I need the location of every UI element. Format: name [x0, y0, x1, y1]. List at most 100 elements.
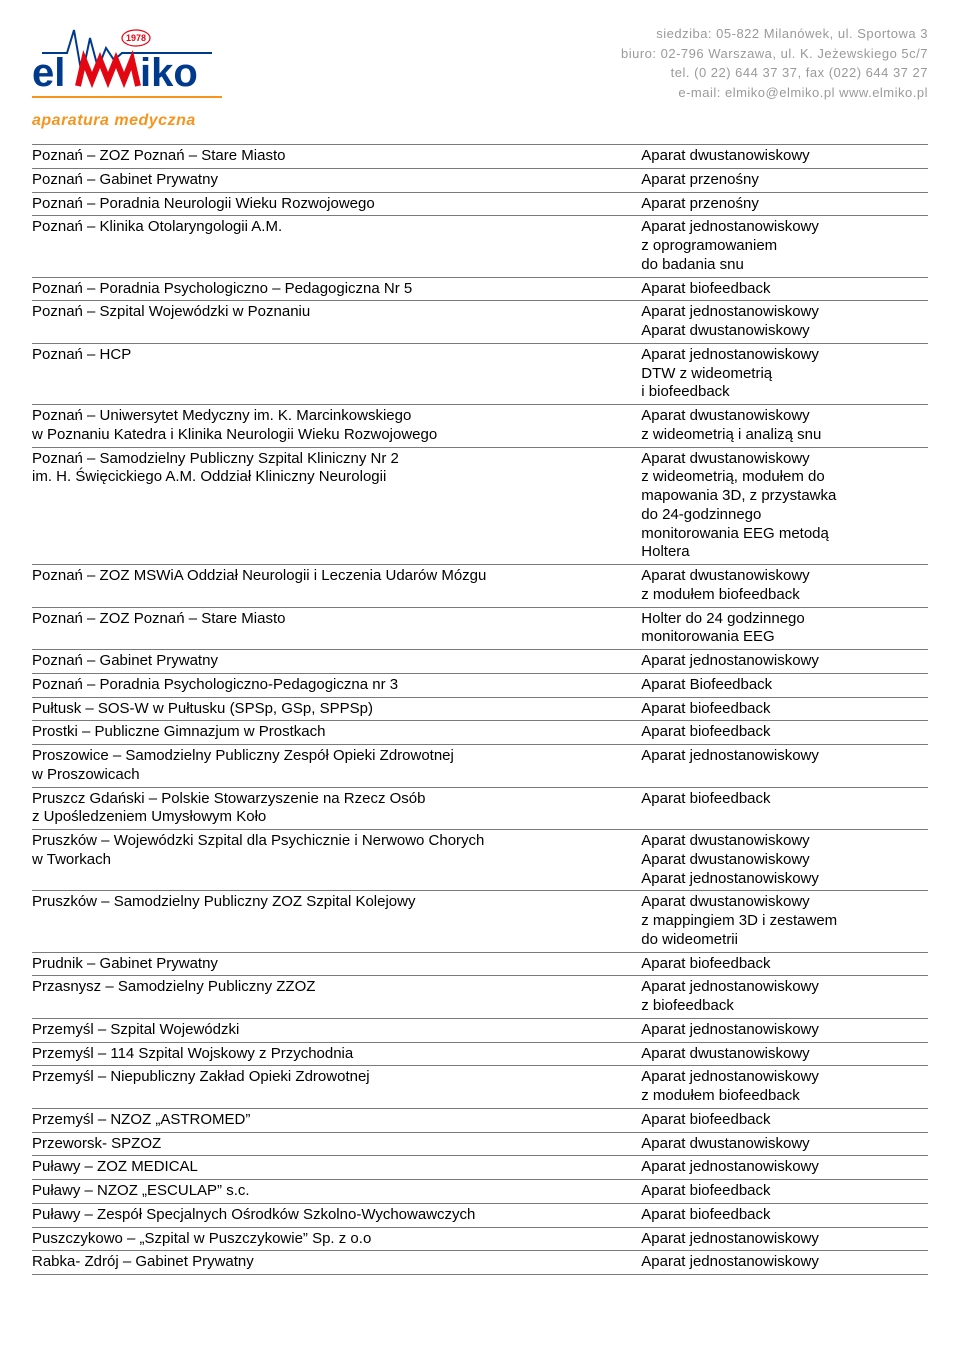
facility-cell: Puławy – Zespół Specjalnych Ośrodków Szk…: [32, 1203, 641, 1227]
table-row: Pruszków – Samodzielny Publiczny ZOZ Szp…: [32, 891, 928, 952]
equipment-cell: Holter do 24 godzinnego monitorowania EE…: [641, 607, 928, 650]
table-row: Puławy – NZOZ „ESCULAP” s.c.Aparat biofe…: [32, 1180, 928, 1204]
table-row: Poznań – ZOZ MSWiA Oddział Neurologii i …: [32, 565, 928, 608]
facility-cell: Rabka- Zdrój – Gabinet Prywatny: [32, 1251, 641, 1275]
address-line: biuro: 02-796 Warszawa, ul. K. Jeżewskie…: [621, 44, 928, 64]
table-row: Proszowice – Samodzielny Publiczny Zespó…: [32, 745, 928, 788]
table-row: Poznań – Poradnia Psychologiczno-Pedagog…: [32, 673, 928, 697]
address-line: tel. (0 22) 644 37 37, fax (022) 644 37 …: [621, 63, 928, 83]
equipment-cell: Aparat biofeedback: [641, 1203, 928, 1227]
facility-cell: Puławy – NZOZ „ESCULAP” s.c.: [32, 1180, 641, 1204]
equipment-cell: Aparat dwustanowiskowy z wideometrią i a…: [641, 405, 928, 448]
facility-cell: Przemyśl – NZOZ „ASTROMED”: [32, 1108, 641, 1132]
equipment-cell: Aparat przenośny: [641, 192, 928, 216]
facility-cell: Poznań – Poradnia Neurologii Wieku Rozwo…: [32, 192, 641, 216]
facility-cell: Przemyśl – 114 Szpital Wojskowy z Przych…: [32, 1042, 641, 1066]
facility-cell: Poznań – Samodzielny Publiczny Szpital K…: [32, 447, 641, 565]
table-row: Poznań – HCPAparat jednostanowiskowy DTW…: [32, 343, 928, 404]
equipment-cell: Aparat jednostanowiskowy DTW z wideometr…: [641, 343, 928, 404]
facility-cell: Poznań – Poradnia Psychologiczno-Pedagog…: [32, 673, 641, 697]
equipment-cell: Aparat jednostanowiskowy: [641, 1156, 928, 1180]
equipment-cell: Aparat biofeedback: [641, 1180, 928, 1204]
elmiko-logo: 1978 el iko: [32, 18, 222, 108]
table-row: Poznań – ZOZ Poznań – Stare MiastoAparat…: [32, 145, 928, 169]
facility-cell: Poznań – Uniwersytet Medyczny im. K. Mar…: [32, 405, 641, 448]
page-header: 1978 el iko aparatura medyczna siedziba:…: [32, 18, 928, 130]
table-row: Przemyśl – NZOZ „ASTROMED”Aparat biofeed…: [32, 1108, 928, 1132]
equipment-cell: Aparat dwustanowiskowy z wideometrią, mo…: [641, 447, 928, 565]
facility-cell: Poznań – HCP: [32, 343, 641, 404]
equipment-cell: Aparat dwustanowiskowy Aparat dwustanowi…: [641, 830, 928, 891]
equipment-cell: Aparat przenośny: [641, 168, 928, 192]
table-row: Pruszków – Wojewódzki Szpital dla Psychi…: [32, 830, 928, 891]
equipment-cell: Aparat biofeedback: [641, 1108, 928, 1132]
table-row: Puszczykowo – „Szpital w Puszczykowie” S…: [32, 1227, 928, 1251]
facility-cell: Pruszków – Wojewódzki Szpital dla Psychi…: [32, 830, 641, 891]
equipment-cell: Aparat jednostanowiskowy z modułem biofe…: [641, 1066, 928, 1109]
table-row: Poznań – Uniwersytet Medyczny im. K. Mar…: [32, 405, 928, 448]
equipment-cell: Aparat dwustanowiskowy z mappingiem 3D i…: [641, 891, 928, 952]
equipment-cell: Aparat dwustanowiskowy: [641, 145, 928, 169]
table-row: Przemyśl – 114 Szpital Wojskowy z Przych…: [32, 1042, 928, 1066]
equipment-cell: Aparat biofeedback: [641, 277, 928, 301]
facility-cell: Przeworsk- SPZOZ: [32, 1132, 641, 1156]
table-row: Poznań – Klinika Otolaryngologii A.M.Apa…: [32, 216, 928, 277]
table-row: Poznań – Poradnia Psychologiczno – Pedag…: [32, 277, 928, 301]
facility-cell: Pułtusk – SOS-W w Pułtusku (SPSp, GSp, S…: [32, 697, 641, 721]
facility-cell: Poznań – ZOZ Poznań – Stare Miasto: [32, 145, 641, 169]
facility-cell: Proszowice – Samodzielny Publiczny Zespó…: [32, 745, 641, 788]
table-row: Poznań – Gabinet PrywatnyAparat jednosta…: [32, 650, 928, 674]
address-line: e-mail: elmiko@elmiko.pl www.elmiko.pl: [621, 83, 928, 103]
table-row: Poznań – ZOZ Poznań – Stare MiastoHolter…: [32, 607, 928, 650]
table-row: Przemyśl – Niepubliczny Zakład Opieki Zd…: [32, 1066, 928, 1109]
facility-cell: Puławy – ZOZ MEDICAL: [32, 1156, 641, 1180]
equipment-cell: Aparat jednostanowiskowy Aparat dwustano…: [641, 301, 928, 344]
table-row: Poznań – Gabinet PrywatnyAparat przenośn…: [32, 168, 928, 192]
equipment-cell: Aparat dwustanowiskowy z modułem biofeed…: [641, 565, 928, 608]
equipment-cell: Aparat biofeedback: [641, 952, 928, 976]
facility-cell: Puszczykowo – „Szpital w Puszczykowie” S…: [32, 1227, 641, 1251]
facility-cell: Przemyśl – Szpital Wojewódzki: [32, 1018, 641, 1042]
facility-cell: Prostki – Publiczne Gimnazjum w Prostkac…: [32, 721, 641, 745]
table-row: Poznań – Szpital Wojewódzki w PoznaniuAp…: [32, 301, 928, 344]
facility-cell: Pruszków – Samodzielny Publiczny ZOZ Szp…: [32, 891, 641, 952]
equipment-cell: Aparat jednostanowiskowy: [641, 1251, 928, 1275]
table-row: Poznań – Poradnia Neurologii Wieku Rozwo…: [32, 192, 928, 216]
equipment-cell: Aparat biofeedback: [641, 721, 928, 745]
table-row: Przasnysz – Samodzielny Publiczny ZZOZAp…: [32, 976, 928, 1019]
equipment-table: Poznań – ZOZ Poznań – Stare MiastoAparat…: [32, 144, 928, 1275]
table-row: Puławy – Zespół Specjalnych Ośrodków Szk…: [32, 1203, 928, 1227]
equipment-cell: Aparat jednostanowiskowy z oprogramowani…: [641, 216, 928, 277]
table-row: Prostki – Publiczne Gimnazjum w Prostkac…: [32, 721, 928, 745]
facility-cell: Pruszcz Gdański – Polskie Stowarzyszenie…: [32, 787, 641, 830]
equipment-cell: Aparat jednostanowiskowy: [641, 1018, 928, 1042]
facility-cell: Poznań – Gabinet Prywatny: [32, 168, 641, 192]
equipment-cell: Aparat biofeedback: [641, 787, 928, 830]
equipment-cell: Aparat jednostanowiskowy z biofeedback: [641, 976, 928, 1019]
svg-text:el: el: [32, 51, 65, 95]
equipment-cell: Aparat jednostanowiskowy: [641, 650, 928, 674]
equipment-cell: Aparat dwustanowiskowy: [641, 1042, 928, 1066]
facility-cell: Prudnik – Gabinet Prywatny: [32, 952, 641, 976]
table-row: Prudnik – Gabinet PrywatnyAparat biofeed…: [32, 952, 928, 976]
facility-cell: Przasnysz – Samodzielny Publiczny ZZOZ: [32, 976, 641, 1019]
facility-cell: Poznań – ZOZ MSWiA Oddział Neurologii i …: [32, 565, 641, 608]
equipment-cell: Aparat Biofeedback: [641, 673, 928, 697]
table-row: Pułtusk – SOS-W w Pułtusku (SPSp, GSp, S…: [32, 697, 928, 721]
table-row: Rabka- Zdrój – Gabinet PrywatnyAparat je…: [32, 1251, 928, 1275]
svg-text:1978: 1978: [126, 33, 146, 43]
table-row: Poznań – Samodzielny Publiczny Szpital K…: [32, 447, 928, 565]
address-line: siedziba: 05-822 Milanówek, ul. Sportowa…: [621, 24, 928, 44]
equipment-cell: Aparat dwustanowiskowy: [641, 1132, 928, 1156]
facility-cell: Poznań – Klinika Otolaryngologii A.M.: [32, 216, 641, 277]
logo-tagline: aparatura medyczna: [32, 112, 222, 130]
equipment-cell: Aparat jednostanowiskowy: [641, 745, 928, 788]
facility-cell: Przemyśl – Niepubliczny Zakład Opieki Zd…: [32, 1066, 641, 1109]
facility-cell: Poznań – Szpital Wojewódzki w Poznaniu: [32, 301, 641, 344]
svg-text:iko: iko: [140, 51, 198, 95]
logo-block: 1978 el iko aparatura medyczna: [32, 18, 222, 130]
equipment-cell: Aparat biofeedback: [641, 697, 928, 721]
table-row: Przemyśl – Szpital WojewódzkiAparat jedn…: [32, 1018, 928, 1042]
table-row: Puławy – ZOZ MEDICALAparat jednostanowis…: [32, 1156, 928, 1180]
equipment-cell: Aparat jednostanowiskowy: [641, 1227, 928, 1251]
